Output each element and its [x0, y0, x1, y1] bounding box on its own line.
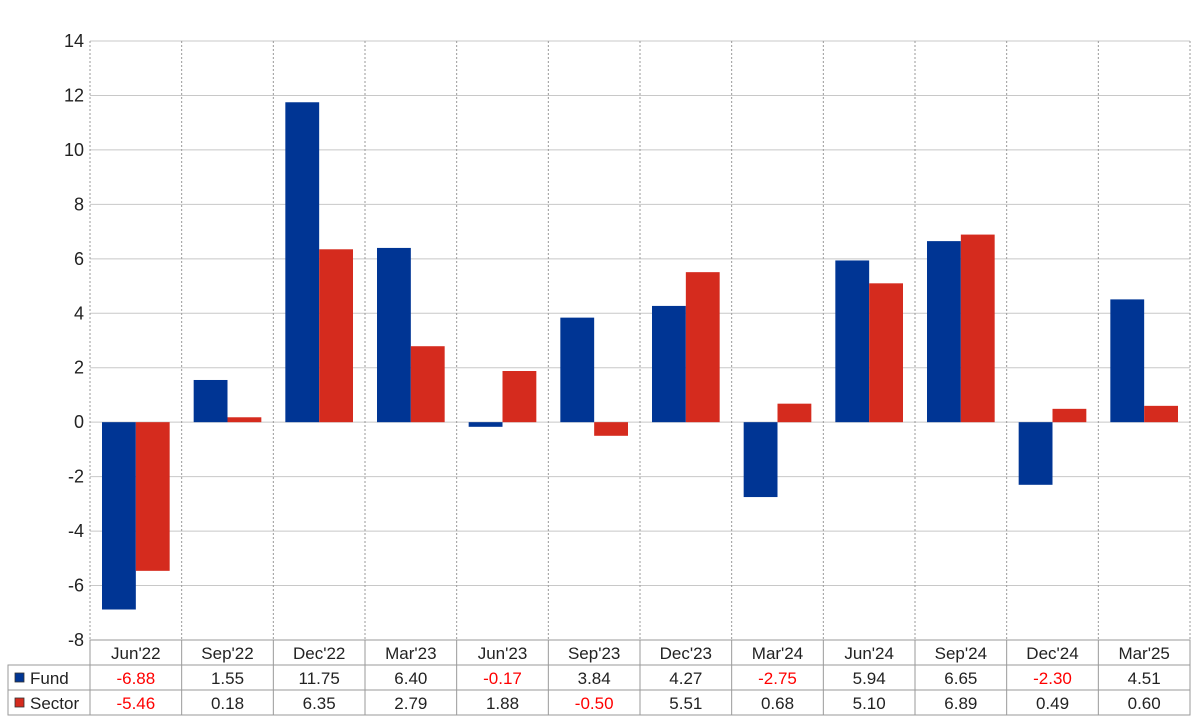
data-label-fund: 6.65	[944, 669, 977, 688]
data-label-sector: -0.50	[575, 694, 614, 713]
data-label-sector: 0.49	[1036, 694, 1069, 713]
category-label: Jun'23	[478, 644, 528, 663]
bar-fund	[193, 379, 228, 423]
y-tick-label: -2	[68, 467, 84, 487]
y-tick-label: 8	[74, 194, 84, 214]
bar-sector	[960, 234, 995, 423]
y-tick-label: -6	[68, 576, 84, 596]
bar-sector	[594, 422, 628, 436]
bar-sector	[227, 417, 262, 423]
data-label-sector: 0.18	[211, 694, 244, 713]
legend-label-sector: Sector	[30, 694, 79, 713]
category-label: Dec'23	[660, 644, 712, 663]
legend-swatch-fund	[14, 672, 25, 683]
data-label-fund: -6.88	[116, 669, 155, 688]
data-label-fund: 6.40	[394, 669, 427, 688]
data-label-sector: 2.79	[394, 694, 427, 713]
y-tick-label: 6	[74, 249, 84, 269]
data-label-sector: 6.35	[303, 694, 336, 713]
bar-sector	[777, 403, 812, 423]
y-tick-label: -8	[68, 630, 84, 650]
y-tick-label: -4	[68, 521, 84, 541]
bar-fund	[285, 102, 320, 423]
category-label: Mar'24	[752, 644, 803, 663]
data-label-sector: 1.88	[486, 694, 519, 713]
category-label: Mar'25	[1118, 644, 1169, 663]
data-label-sector: -5.46	[116, 694, 155, 713]
data-label-fund: -2.75	[758, 669, 797, 688]
data-label-fund: 5.94	[853, 669, 886, 688]
bar-fund	[835, 260, 870, 423]
data-label-fund: -0.17	[483, 669, 522, 688]
bar-sector	[869, 283, 903, 423]
bar-sector	[410, 346, 445, 423]
legend-label-fund: Fund	[30, 669, 69, 688]
y-tick-label: 4	[74, 303, 84, 323]
bar-fund	[1018, 422, 1053, 485]
y-tick-label: 0	[74, 412, 84, 432]
category-label: Sep'24	[935, 644, 987, 663]
data-label-fund: 11.75	[299, 669, 340, 688]
y-tick-label: 2	[74, 358, 84, 378]
bar-fund	[102, 422, 136, 610]
bar-fund	[743, 422, 778, 498]
data-label-fund: 4.51	[1128, 669, 1161, 688]
data-label-fund: 1.55	[211, 669, 244, 688]
bar-fund	[652, 305, 686, 423]
y-tick-label: 10	[64, 140, 84, 160]
category-label: Jun'22	[111, 644, 161, 663]
bar-fund	[927, 241, 961, 423]
bar-fund	[1110, 299, 1145, 423]
bar-fund	[377, 247, 411, 423]
category-label: Mar'23	[385, 644, 436, 663]
data-label-sector: 6.89	[944, 694, 977, 713]
bar-sector	[502, 370, 537, 423]
category-label: Sep'22	[201, 644, 253, 663]
bar-fund	[468, 422, 503, 427]
category-label: Sep'23	[568, 644, 620, 663]
data-label-sector: 0.60	[1128, 694, 1161, 713]
category-label: Dec'24	[1026, 644, 1078, 663]
bar-sector	[1052, 408, 1087, 423]
data-label-sector: 0.68	[761, 694, 794, 713]
y-tick-label: 12	[64, 85, 84, 105]
y-tick-label: 14	[64, 31, 84, 51]
bar-sector	[135, 422, 170, 571]
legend-swatch-sector	[14, 697, 25, 708]
bar-fund	[560, 317, 595, 423]
data-label-sector: 5.51	[669, 694, 702, 713]
data-label-sector: 5.10	[853, 694, 886, 713]
category-label: Jun'24	[844, 644, 894, 663]
category-label: Dec'22	[293, 644, 345, 663]
data-label-fund: 3.84	[578, 669, 611, 688]
bar-sector	[319, 249, 353, 423]
data-label-fund: -2.30	[1033, 669, 1072, 688]
bar-sector	[1144, 405, 1178, 423]
bar-sector	[685, 272, 720, 423]
data-label-fund: 4.27	[669, 669, 702, 688]
